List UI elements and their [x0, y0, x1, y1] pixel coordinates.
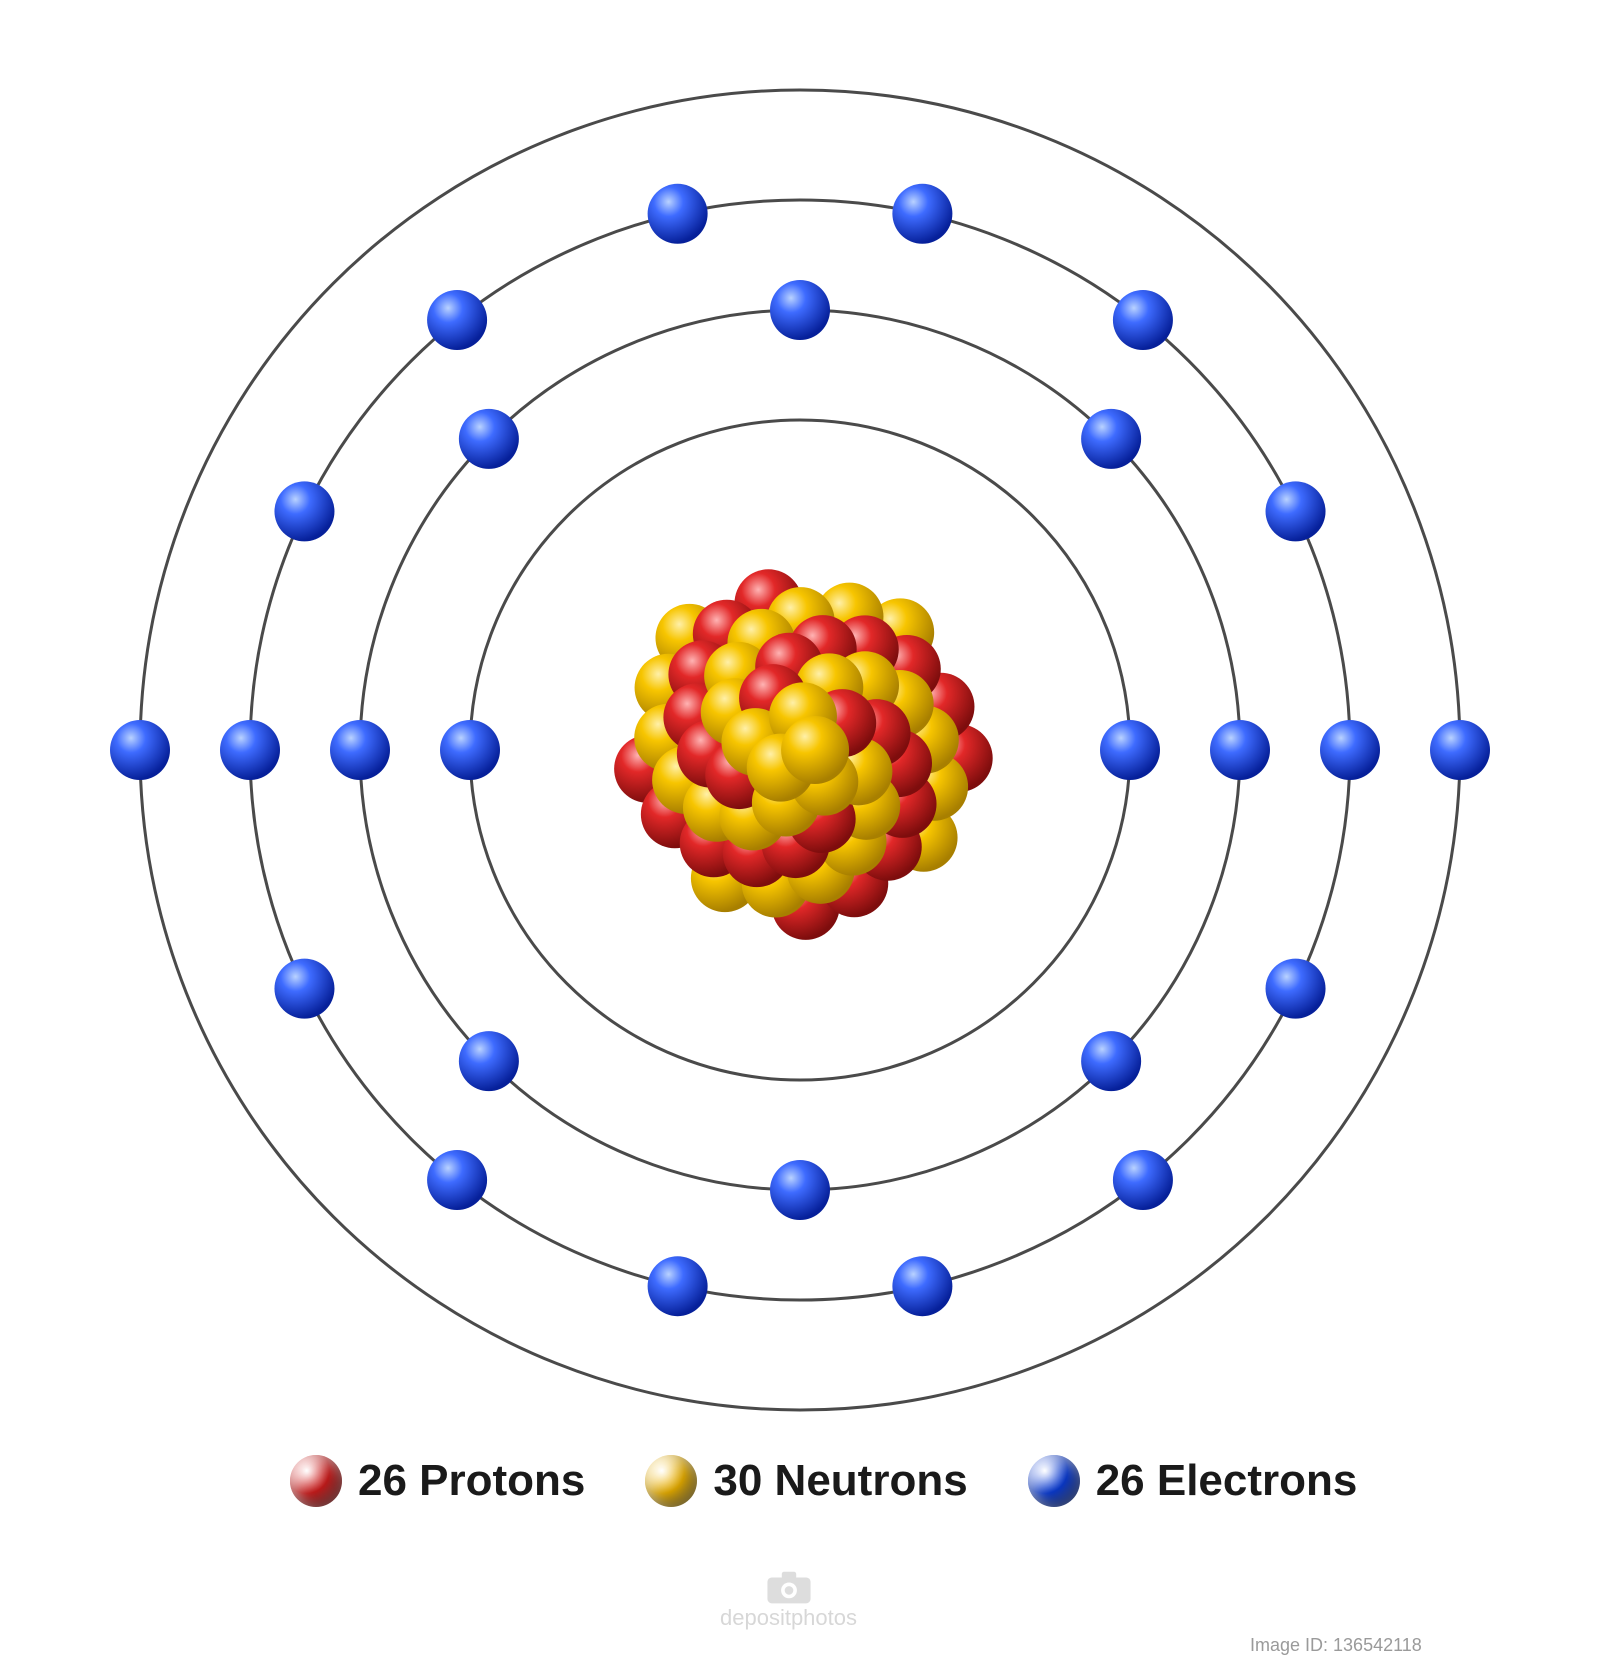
electron	[427, 290, 487, 350]
image-id-label: Image ID: 136542118	[1250, 1635, 1422, 1656]
electron	[330, 720, 390, 780]
atom-diagram	[0, 0, 1600, 1672]
electron	[427, 1150, 487, 1210]
electron	[1113, 1150, 1173, 1210]
electron	[1430, 720, 1490, 780]
proton-swatch	[290, 1455, 342, 1507]
electron	[274, 481, 334, 541]
electron	[274, 959, 334, 1019]
legend-item-neutrons: 30 Neutrons	[645, 1455, 967, 1507]
electron	[1266, 481, 1326, 541]
electron	[770, 280, 830, 340]
nucleus	[614, 569, 993, 940]
neutron	[781, 716, 849, 784]
electron	[648, 184, 708, 244]
electron	[440, 720, 500, 780]
neutron-swatch	[645, 1455, 697, 1507]
electron	[892, 1256, 952, 1316]
image-id-text: Image ID: 136542118	[1250, 1635, 1422, 1655]
legend: 26 Protons 30 Neutrons 26 Electrons	[290, 1455, 1357, 1507]
electron	[1081, 1031, 1141, 1091]
electron	[110, 720, 170, 780]
electron	[1113, 290, 1173, 350]
legend-label-electrons: 26 Electrons	[1096, 1456, 1358, 1506]
watermark-text: depositphotos	[720, 1605, 857, 1631]
electron	[1266, 959, 1326, 1019]
electron	[459, 409, 519, 469]
camera-icon	[766, 1570, 812, 1605]
legend-item-electrons: 26 Electrons	[1028, 1455, 1358, 1507]
electron	[1100, 720, 1160, 780]
electron	[1081, 409, 1141, 469]
electron	[459, 1031, 519, 1091]
electron	[1210, 720, 1270, 780]
electron	[770, 1160, 830, 1220]
electron-swatch	[1028, 1455, 1080, 1507]
electron	[648, 1256, 708, 1316]
electron	[1320, 720, 1380, 780]
legend-item-protons: 26 Protons	[290, 1455, 585, 1507]
legend-label-neutrons: 30 Neutrons	[713, 1456, 967, 1506]
electron	[892, 184, 952, 244]
electron	[220, 720, 280, 780]
legend-label-protons: 26 Protons	[358, 1456, 585, 1506]
watermark: depositphotos	[720, 1570, 857, 1631]
